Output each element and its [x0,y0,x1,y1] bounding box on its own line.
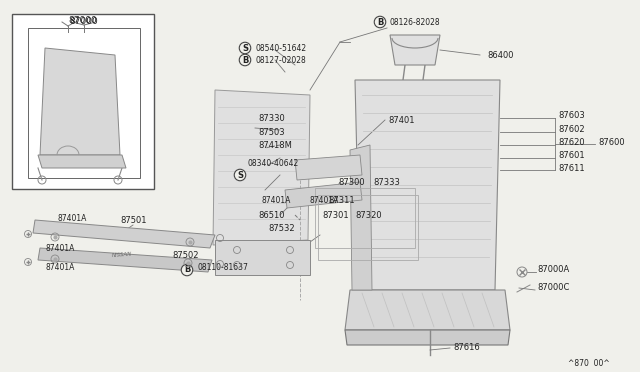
Polygon shape [350,145,372,290]
Polygon shape [38,248,212,272]
Polygon shape [33,220,215,248]
Text: 87401A: 87401A [45,244,74,253]
Polygon shape [355,80,500,290]
Polygon shape [345,330,510,345]
Text: 87401: 87401 [388,115,415,125]
Bar [318,195,418,260]
Text: 87401A: 87401A [310,196,339,205]
Polygon shape [40,48,120,155]
Text: 87401A: 87401A [262,196,291,205]
Text: 87600: 87600 [598,138,625,147]
Bar [315,188,415,248]
Text: 87000: 87000 [68,16,97,25]
Text: B: B [377,17,383,26]
Text: 87611: 87611 [558,164,584,173]
Text: NISSAN: NISSAN [111,252,132,258]
Text: 08340-40642: 08340-40642 [248,158,300,167]
Text: 87330: 87330 [258,113,285,122]
Text: S: S [242,44,248,52]
Bar [28,28,140,178]
Polygon shape [295,155,362,180]
Text: 87602: 87602 [558,125,584,134]
Text: 87401A: 87401A [45,263,74,273]
Text: 87000: 87000 [70,16,99,26]
Text: ^870  00^: ^870 00^ [568,359,610,368]
Polygon shape [285,182,362,208]
Text: B: B [184,266,190,275]
Text: 87603: 87603 [558,110,585,119]
Text: 87616: 87616 [453,343,480,353]
Text: 87503: 87503 [258,128,285,137]
Text: 87532: 87532 [268,224,294,232]
Text: 86400: 86400 [487,51,513,60]
Polygon shape [345,290,510,330]
Text: 87311: 87311 [328,196,355,205]
Text: 08126-82028: 08126-82028 [389,17,440,26]
Polygon shape [213,90,310,245]
Polygon shape [390,35,440,65]
Text: 87300: 87300 [338,177,365,186]
Bar [12,14,154,189]
Text: 87418M: 87418M [258,141,292,150]
Text: 87333: 87333 [373,177,400,186]
Text: 87502: 87502 [172,250,198,260]
Text: B: B [242,55,248,64]
Bar [215,240,310,275]
Text: 08127-02028: 08127-02028 [255,55,306,64]
Text: 87601: 87601 [558,151,584,160]
Text: 87000A: 87000A [537,266,569,275]
Text: 87401A: 87401A [58,214,88,222]
Text: 87320: 87320 [355,211,381,219]
Text: 87301: 87301 [322,211,349,219]
Text: 86510: 86510 [258,211,285,219]
Text: 08540-51642: 08540-51642 [255,44,306,52]
Text: 87000C: 87000C [537,283,570,292]
Text: 87620: 87620 [558,138,584,147]
Text: 87501: 87501 [120,215,147,224]
Text: 08110-81637: 08110-81637 [197,263,248,273]
Polygon shape [38,155,126,168]
Text: S: S [237,170,243,180]
